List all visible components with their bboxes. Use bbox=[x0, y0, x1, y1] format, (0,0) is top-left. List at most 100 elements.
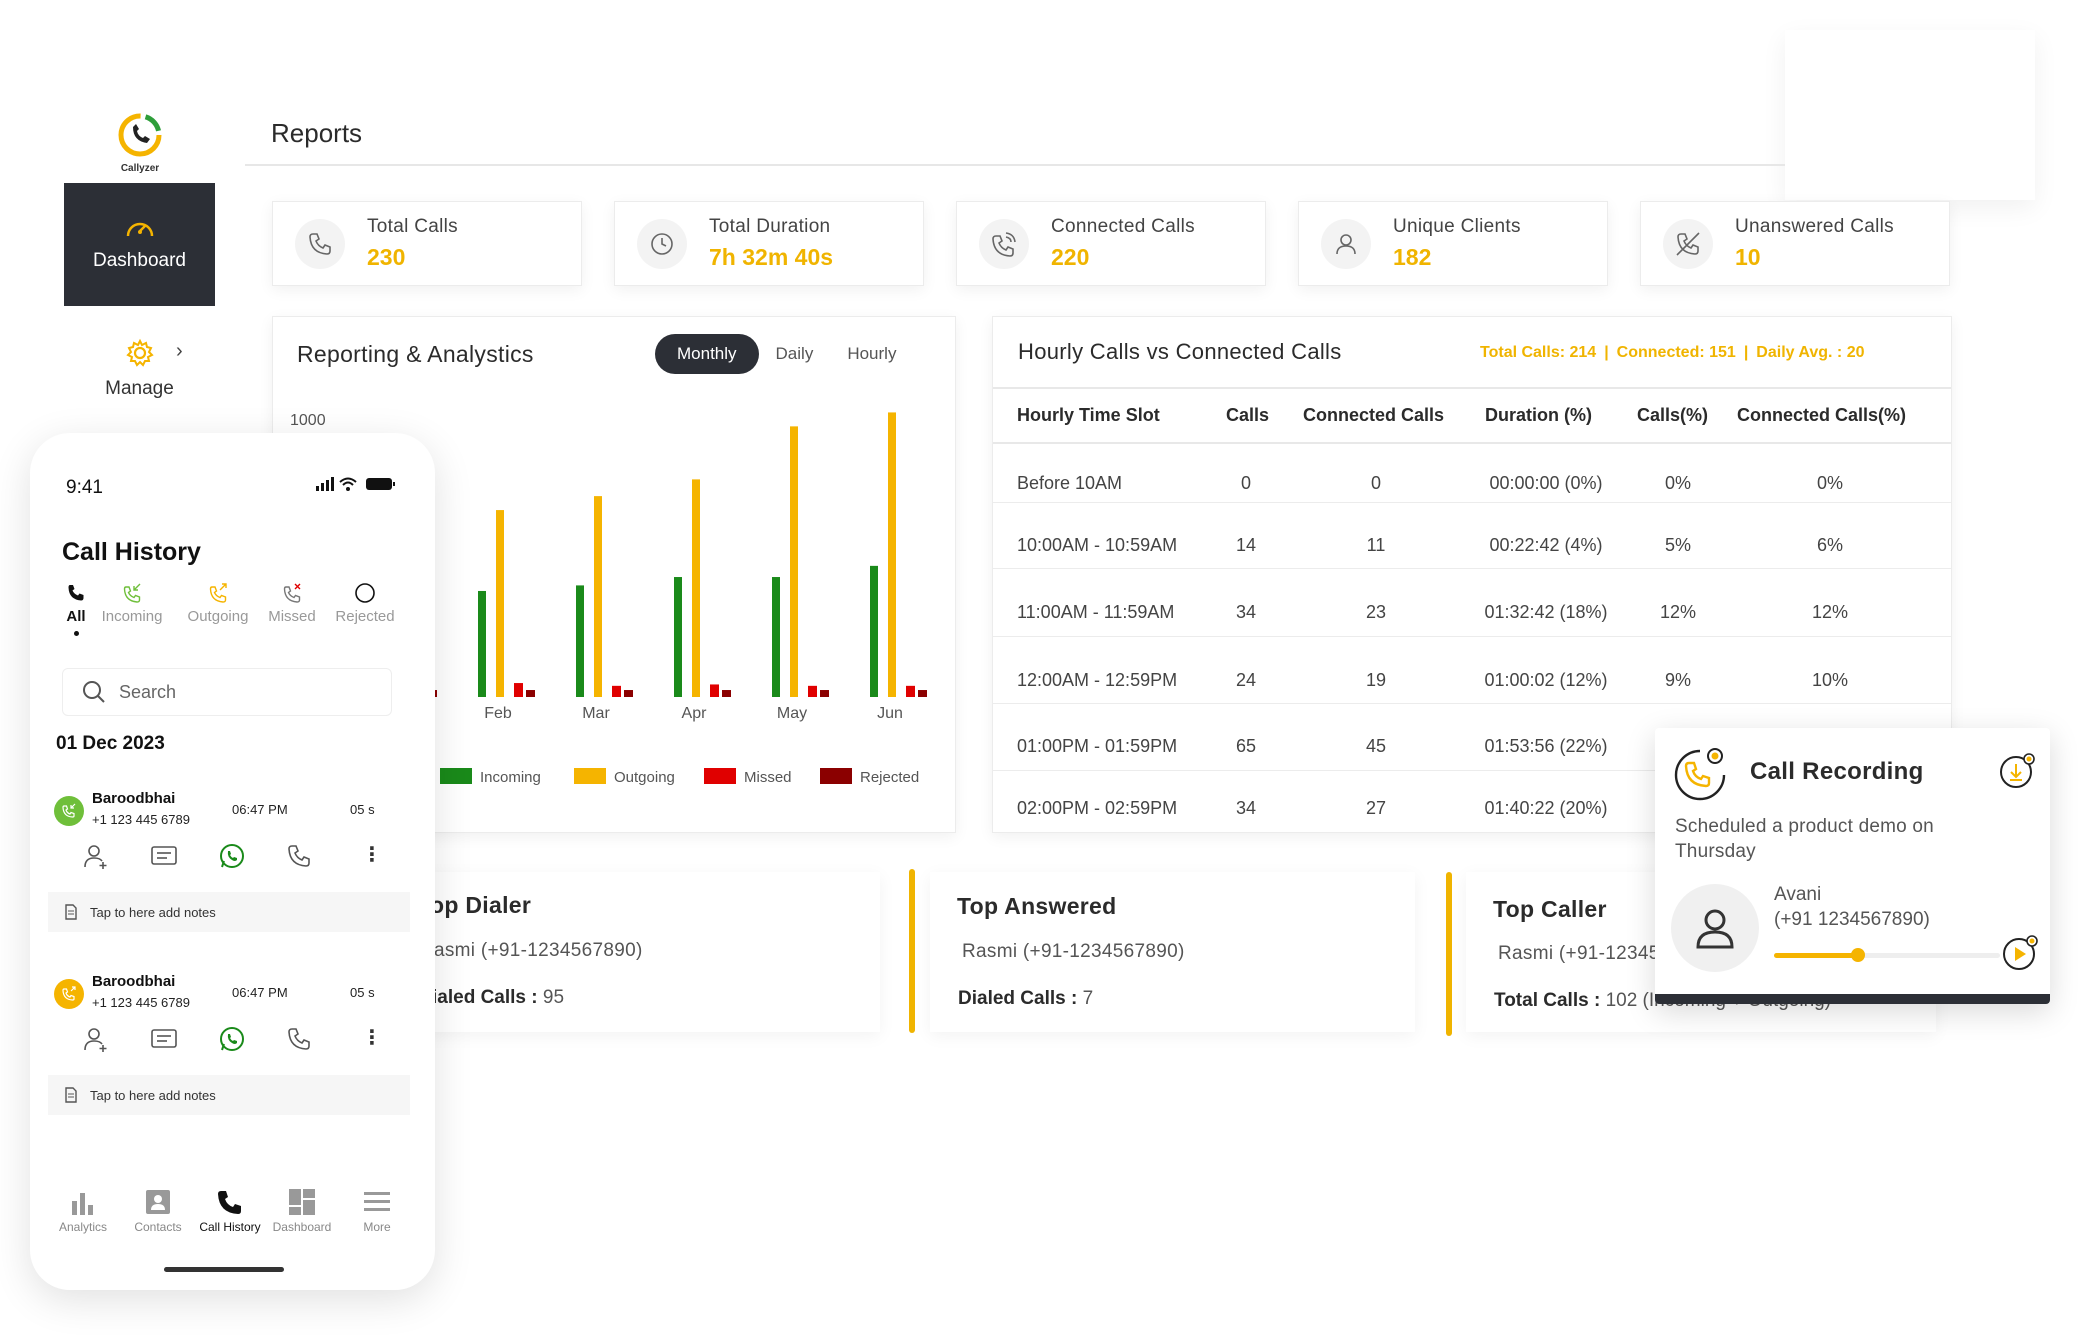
legend-swatch-rejected bbox=[820, 768, 852, 784]
tab-monthly[interactable]: Monthly bbox=[655, 334, 759, 374]
more-options-icon[interactable]: ⋮ bbox=[362, 1027, 382, 1049]
add-notes-row[interactable]: Tap to here add notes bbox=[48, 892, 410, 932]
add-notes-row[interactable]: Tap to here add notes bbox=[48, 1075, 410, 1115]
phone-connected-icon bbox=[992, 231, 1016, 257]
tab-rejected[interactable]: Rejected bbox=[325, 582, 405, 625]
top-dialer-calls: ialed Calls : 95 bbox=[432, 987, 564, 1009]
bar-missed-jun[interactable] bbox=[906, 685, 915, 697]
bar-chart-icon bbox=[72, 1193, 93, 1215]
nav-call-history[interactable]: Call History bbox=[190, 1187, 270, 1234]
bar-incoming-feb[interactable] bbox=[478, 590, 486, 697]
stat-card-connected-calls: Connected Calls 220 bbox=[956, 201, 1266, 286]
bar-missed-feb[interactable] bbox=[514, 683, 523, 697]
call-time: 06:47 PM bbox=[232, 802, 288, 817]
download-icon[interactable] bbox=[1998, 752, 2036, 790]
bar-outgoing-may[interactable] bbox=[790, 426, 798, 697]
tab-outgoing[interactable]: Outgoing bbox=[178, 582, 258, 625]
tab-daily[interactable]: Daily bbox=[775, 344, 814, 363]
bar-incoming-jun[interactable] bbox=[870, 565, 878, 697]
stat-card-unique-clients: Unique Clients 182 bbox=[1298, 201, 1608, 286]
bar-rejected-may[interactable] bbox=[820, 690, 829, 697]
phone-icon[interactable] bbox=[286, 842, 314, 870]
whatsapp-icon[interactable] bbox=[218, 1025, 246, 1053]
search-input[interactable]: Search bbox=[62, 668, 392, 716]
bar-rejected-feb[interactable] bbox=[526, 690, 535, 697]
bar-rejected-mar[interactable] bbox=[624, 690, 633, 697]
column-header[interactable]: Connected Calls(%) bbox=[1737, 405, 1907, 425]
hourly-summary: Total Calls: 214 | Connected: 151 | Daily Av… bbox=[1480, 344, 1864, 362]
table-cell: 12% bbox=[1659, 602, 1697, 622]
sidebar-item-dashboard[interactable]: Dashboard bbox=[64, 183, 215, 306]
bar-incoming-may[interactable] bbox=[772, 577, 780, 697]
call-duration: 05 s bbox=[350, 802, 375, 817]
bar-incoming-mar[interactable] bbox=[576, 585, 584, 697]
nav-label: Call History bbox=[199, 1220, 261, 1234]
stat-card-unanswered-calls: Unanswered Calls 10 bbox=[1640, 201, 1950, 286]
nav-more[interactable]: More bbox=[337, 1187, 417, 1234]
list-item[interactable]: Baroodbhai +1 123 445 6789 06:47 PM 05 s bbox=[50, 973, 410, 1063]
playback-slider[interactable] bbox=[1774, 948, 2000, 962]
bar-rejected-jun[interactable] bbox=[918, 690, 927, 697]
call-recording-popup: Call Recording Scheduled a product demo … bbox=[1655, 728, 2050, 1004]
tab-label: Rejected bbox=[335, 608, 395, 625]
add-contact-icon[interactable] bbox=[82, 1025, 110, 1053]
stat-label: Unique Clients bbox=[1393, 216, 1521, 237]
bar-outgoing-jun[interactable] bbox=[888, 412, 896, 697]
x-tick-label: Jun bbox=[877, 705, 903, 722]
bar-missed-may[interactable] bbox=[808, 685, 817, 697]
rejected-call-icon bbox=[355, 583, 375, 603]
contact-number: +1 123 445 6789 bbox=[92, 812, 190, 827]
clock-icon bbox=[651, 232, 673, 255]
table-cell: 12:00AM - 12:59PM bbox=[1017, 670, 1178, 690]
column-header[interactable]: Connected Calls bbox=[1303, 405, 1445, 425]
column-header[interactable]: Hourly Time Slot bbox=[1017, 405, 1160, 425]
bar-incoming-apr[interactable] bbox=[674, 577, 682, 697]
page-title: Reports bbox=[271, 118, 363, 148]
whatsapp-icon[interactable] bbox=[218, 842, 246, 870]
x-tick-label: Apr bbox=[682, 705, 708, 722]
add-contact-icon[interactable] bbox=[82, 842, 110, 870]
table-cell: 00:00:00 (0%) bbox=[1489, 473, 1603, 493]
home-indicator[interactable] bbox=[164, 1267, 284, 1272]
tab-incoming[interactable]: Incoming bbox=[92, 582, 172, 625]
bar-missed-mar[interactable] bbox=[612, 685, 621, 697]
nav-label: Dashboard bbox=[272, 1220, 332, 1234]
nav-dashboard[interactable]: Dashboard bbox=[262, 1187, 342, 1234]
bar-missed-apr[interactable] bbox=[710, 684, 719, 697]
sidebar-item-manage[interactable]: › Manage bbox=[64, 330, 215, 420]
top-answered-name: Rasmi (+91-1234567890) bbox=[962, 941, 1185, 962]
phone-missed-icon bbox=[1676, 231, 1700, 256]
playback-knob[interactable] bbox=[1850, 948, 1865, 962]
nav-analytics[interactable]: Analytics bbox=[43, 1187, 123, 1234]
tab-all[interactable]: All bbox=[36, 582, 116, 636]
more-options-icon[interactable]: ⋮ bbox=[362, 844, 382, 866]
table-divider bbox=[993, 387, 1951, 389]
chevron-right-icon: › bbox=[176, 340, 183, 362]
column-header[interactable]: Calls bbox=[1226, 405, 1270, 425]
column-header[interactable]: Calls(%) bbox=[1637, 405, 1709, 425]
phone-icon[interactable] bbox=[286, 1025, 314, 1053]
play-icon[interactable] bbox=[2001, 934, 2039, 972]
call-actions: ⋮ bbox=[82, 842, 382, 872]
tab-missed[interactable]: Missed bbox=[252, 582, 332, 625]
nav-contacts[interactable]: Contacts bbox=[118, 1187, 198, 1234]
legend-label-incoming: Incoming bbox=[480, 769, 541, 786]
top-answered-calls: Dialed Calls : 7 bbox=[958, 988, 1093, 1010]
bar-outgoing-apr[interactable] bbox=[692, 479, 700, 697]
bar-outgoing-feb[interactable] bbox=[496, 510, 504, 697]
stat-card-total-duration: Total Duration 7h 32m 40s bbox=[614, 201, 924, 286]
bar-outgoing-mar[interactable] bbox=[594, 496, 602, 697]
table-cell: 01:00:02 (12%) bbox=[1484, 670, 1608, 690]
list-item[interactable]: Baroodbhai +1 123 445 6789 06:47 PM 05 s bbox=[50, 790, 410, 880]
message-icon[interactable] bbox=[150, 842, 178, 870]
column-header[interactable]: Duration (%) bbox=[1485, 405, 1592, 425]
callyzer-logo[interactable]: Callyzer bbox=[112, 110, 168, 174]
call-actions: ⋮ bbox=[82, 1025, 382, 1055]
call-type-avatar bbox=[54, 979, 84, 1009]
tab-hourly[interactable]: Hourly bbox=[847, 344, 897, 363]
table-cell: 23 bbox=[1365, 602, 1387, 622]
table-cell: 01:40:22 (20%) bbox=[1484, 798, 1608, 818]
message-icon[interactable] bbox=[150, 1025, 178, 1053]
call-time: 06:47 PM bbox=[232, 985, 288, 1000]
bar-rejected-apr[interactable] bbox=[722, 690, 731, 697]
